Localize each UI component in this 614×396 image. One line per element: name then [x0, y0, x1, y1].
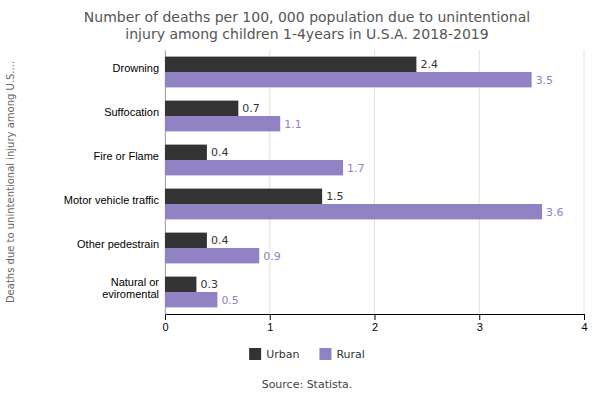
text-line: eviromental — [102, 288, 159, 300]
bar — [165, 116, 280, 131]
data-label: 2.4 — [420, 58, 438, 71]
title: Number of deaths per 100, 000 population… — [84, 9, 530, 42]
data-label: 0.5 — [221, 294, 239, 307]
tick-label: Motor vehicle traffic — [64, 194, 160, 206]
bar — [165, 204, 542, 219]
tick: Drowning — [113, 62, 159, 74]
tick-label: Suffocation — [104, 106, 159, 118]
tick: 1 — [267, 314, 273, 333]
legend: Urban Rural — [249, 348, 365, 361]
data-label: 1.5 — [326, 190, 344, 203]
x-axis: 0 1 2 3 4 — [162, 314, 587, 333]
tick-label: 2 — [372, 321, 378, 333]
tick-label: Drowning — [113, 62, 159, 74]
grid-line — [374, 50, 375, 314]
text-line: injury among children 1-4years in U.S.A.… — [125, 26, 488, 42]
bar — [165, 145, 207, 160]
data-label: 0.3 — [200, 278, 218, 291]
text-line: Suffocation — [104, 106, 159, 118]
bar — [165, 57, 416, 72]
tick: Other pedestrain — [77, 238, 159, 250]
text-line: Motor vehicle traffic — [64, 194, 160, 206]
text-line: Natural or — [111, 276, 160, 288]
data-label: 0.9 — [263, 250, 281, 263]
bar — [165, 160, 343, 175]
data-label: 3.6 — [546, 206, 564, 219]
grid-line — [269, 50, 270, 314]
tick-label: 3 — [477, 321, 483, 333]
bar — [165, 292, 217, 307]
tick: Suffocation — [104, 106, 159, 118]
tick: Natural oreviromental — [102, 276, 159, 300]
tick-mark — [165, 314, 166, 320]
tick: 0 — [162, 314, 168, 333]
legend-swatch — [249, 348, 261, 360]
series — [165, 57, 416, 292]
data-label: 1.7 — [347, 162, 365, 175]
legend-item: Rural — [319, 348, 364, 361]
bar — [165, 101, 238, 116]
legend-label: Rural — [336, 348, 364, 361]
data-label: 0.7 — [242, 102, 260, 115]
tick: 3 — [477, 314, 483, 333]
bar — [165, 248, 259, 263]
series — [165, 72, 542, 307]
tick-mark — [375, 314, 376, 320]
data-label: 0.4 — [211, 234, 229, 247]
tick-label: Natural oreviromental — [102, 276, 159, 300]
grid-line — [479, 50, 480, 314]
data-label: 0.4 — [211, 146, 229, 159]
legend-swatch — [319, 348, 331, 360]
text-line: Other pedestrain — [77, 238, 159, 250]
grid — [165, 50, 584, 314]
axis-title: Deaths due to unintentional injury among… — [5, 61, 16, 303]
axis-line — [165, 51, 166, 315]
axis-line — [166, 315, 585, 321]
grid-line — [165, 50, 166, 314]
bar — [165, 233, 207, 248]
chart: 0 1 2 3 4 Drowning Suffocation Fire or Flame Mot… — [0, 0, 614, 396]
tick-label: Other pedestrain — [77, 238, 159, 250]
bar — [165, 277, 196, 292]
text-line: Number of deaths per 100, 000 population… — [84, 9, 530, 25]
tick-mark — [270, 314, 271, 320]
tick-mark — [479, 314, 480, 320]
bar — [165, 72, 532, 87]
data-labels: 2.4 0.7 0.4 1.5 0.4 0.3 3.5 1.1 1.7 3.6 0.9 0.5 — [200, 58, 563, 306]
tick-label: Fire or Flame — [94, 150, 159, 162]
legend-label: Urban — [266, 348, 299, 361]
data-label: 3.5 — [536, 74, 554, 87]
bar — [165, 189, 322, 204]
text-line: Drowning — [113, 62, 159, 74]
tick-label: 1 — [267, 321, 273, 333]
tick: 4 — [581, 314, 587, 333]
tick-mark — [584, 314, 585, 320]
tick-label: 0 — [162, 321, 168, 333]
data-label: 1.1 — [284, 118, 302, 131]
annotation: Source: Statista. — [262, 378, 353, 391]
tick: Fire or Flame — [94, 150, 159, 162]
legend-item: Urban — [249, 348, 299, 361]
tick: 2 — [372, 314, 378, 333]
bars — [165, 57, 542, 308]
tick-label: 4 — [581, 321, 587, 333]
grid-line — [584, 50, 585, 314]
y-axis: Drowning Suffocation Fire or Flame Motor ve… — [64, 51, 166, 315]
text-line: Fire or Flame — [94, 150, 159, 162]
tick: Motor vehicle traffic — [64, 194, 160, 206]
